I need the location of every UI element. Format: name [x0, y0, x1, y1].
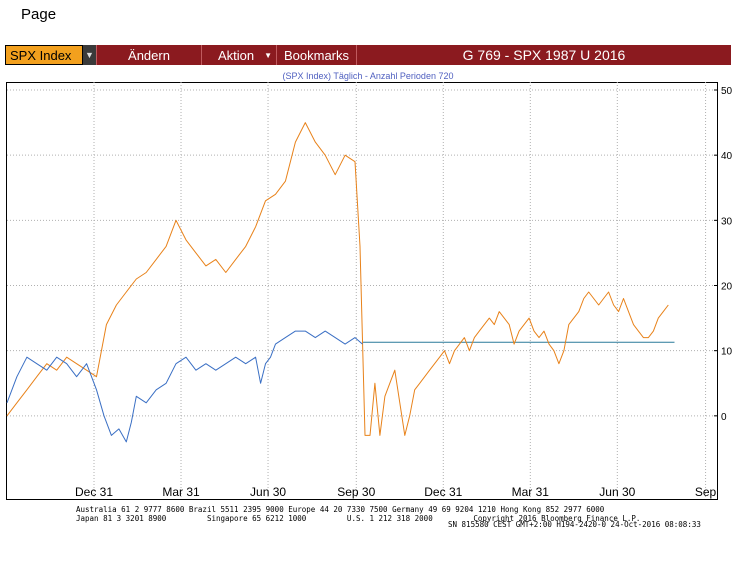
- y-tick-label: 30: [721, 216, 733, 227]
- footer-line-2: Japan 81 3 3201 8900 Singapore 65 6212 1…: [76, 514, 641, 523]
- caret-down-icon: ▼: [85, 50, 94, 60]
- menu-aktion-label: Aktion: [218, 47, 255, 63]
- ticker-field[interactable]: SPX Index: [5, 45, 83, 65]
- chart: Dec 31 Mar 31 Jun 30 Sep 30 Dec 31 Mar 31 Jun …: [6, 82, 733, 499]
- x-tick-label: Mar 31: [162, 485, 200, 499]
- x-tick-label: Mar 31: [512, 485, 550, 499]
- chart-subtitle: (SPX Index) Täglich - Anzahl Perioden 72…: [282, 71, 454, 81]
- y-tick-label: 0: [721, 412, 727, 423]
- y-tick-label: 10: [721, 347, 733, 358]
- y-tick-label: 40: [721, 151, 733, 162]
- x-tick-label: Jun 30: [599, 485, 635, 499]
- footer-line-3: SN 815580 CEST GMT+2:00 H194-2420-0 24-O…: [448, 520, 701, 529]
- series-line-2: [6, 330, 363, 443]
- menu-bookmarks[interactable]: Bookmarks: [277, 45, 357, 65]
- page-title: Page: [21, 6, 57, 23]
- toolbar: SPX Index ▼ Ändern Aktion ▼ Bookmarks G 7…: [5, 45, 731, 65]
- menu-aktion[interactable]: Aktion ▼: [202, 45, 277, 65]
- chart-frame: [6, 82, 718, 500]
- series-line-1: [6, 122, 669, 436]
- chart-title: G 769 - SPX 1987 U 2016: [462, 47, 626, 63]
- x-tick-label: Sep 30: [337, 485, 375, 499]
- y-tick-label: 50: [721, 86, 733, 97]
- x-tick-label: Jun 30: [250, 485, 286, 499]
- x-tick-label: Dec 31: [75, 485, 113, 499]
- ticker-dropdown-button[interactable]: ▼: [83, 45, 97, 65]
- caret-down-icon: ▼: [264, 50, 272, 60]
- y-tick-label: 20: [721, 282, 733, 293]
- menu-aendern[interactable]: Ändern: [97, 45, 202, 65]
- x-tick-label: Sep: [695, 485, 717, 499]
- x-tick-label: Dec 31: [424, 485, 462, 499]
- footer-line-1: Australia 61 2 9777 8600 Brazil 5511 239…: [76, 505, 605, 514]
